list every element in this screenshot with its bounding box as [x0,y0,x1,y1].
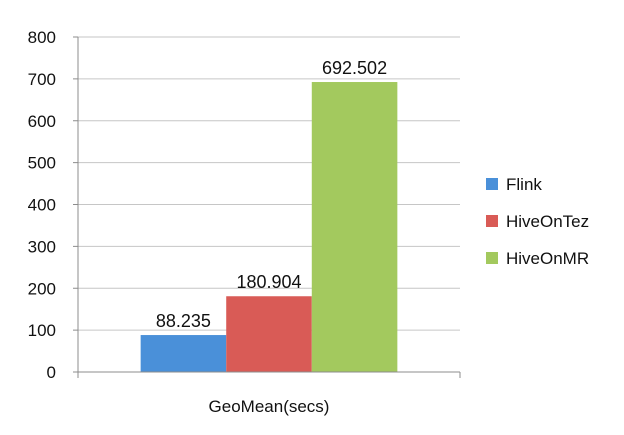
data-label-hiveontez: 180.904 [236,272,301,292]
y-tick-label: 500 [28,154,56,173]
bar-hiveonmr [311,82,398,373]
legend-label-hiveontez: HiveOnTez [506,212,589,231]
legend-label-flink: Flink [506,175,542,194]
bars [140,82,398,373]
y-tick-label: 0 [47,363,56,382]
y-tick-label: 300 [28,237,56,256]
y-tick-label: 600 [28,112,56,131]
y-tick-label: 800 [28,28,56,47]
y-tick-label: 200 [28,279,56,298]
y-tick-label: 400 [28,196,56,215]
legend-label-hiveonmr: HiveOnMR [506,249,589,268]
y-tick-label: 700 [28,70,56,89]
legend-swatch-flink [486,178,498,190]
y-axis-ticks: 0 100 200 300 400 500 600 700 800 [28,28,461,382]
data-label-flink: 88.235 [156,311,211,331]
data-labels: 88.235 180.904 692.502 [156,58,387,331]
legend-swatch-hiveonmr [486,252,498,264]
bar-flink [140,335,227,372]
y-tick-label: 100 [28,321,56,340]
category-label: GeoMean(secs) [209,397,330,416]
bar-hiveontez [226,296,312,372]
legend-swatch-hiveontez [486,215,498,227]
legend: Flink HiveOnTez HiveOnMR [486,175,589,268]
data-label-hiveonmr: 692.502 [322,58,387,78]
gridlines [78,36,460,331]
